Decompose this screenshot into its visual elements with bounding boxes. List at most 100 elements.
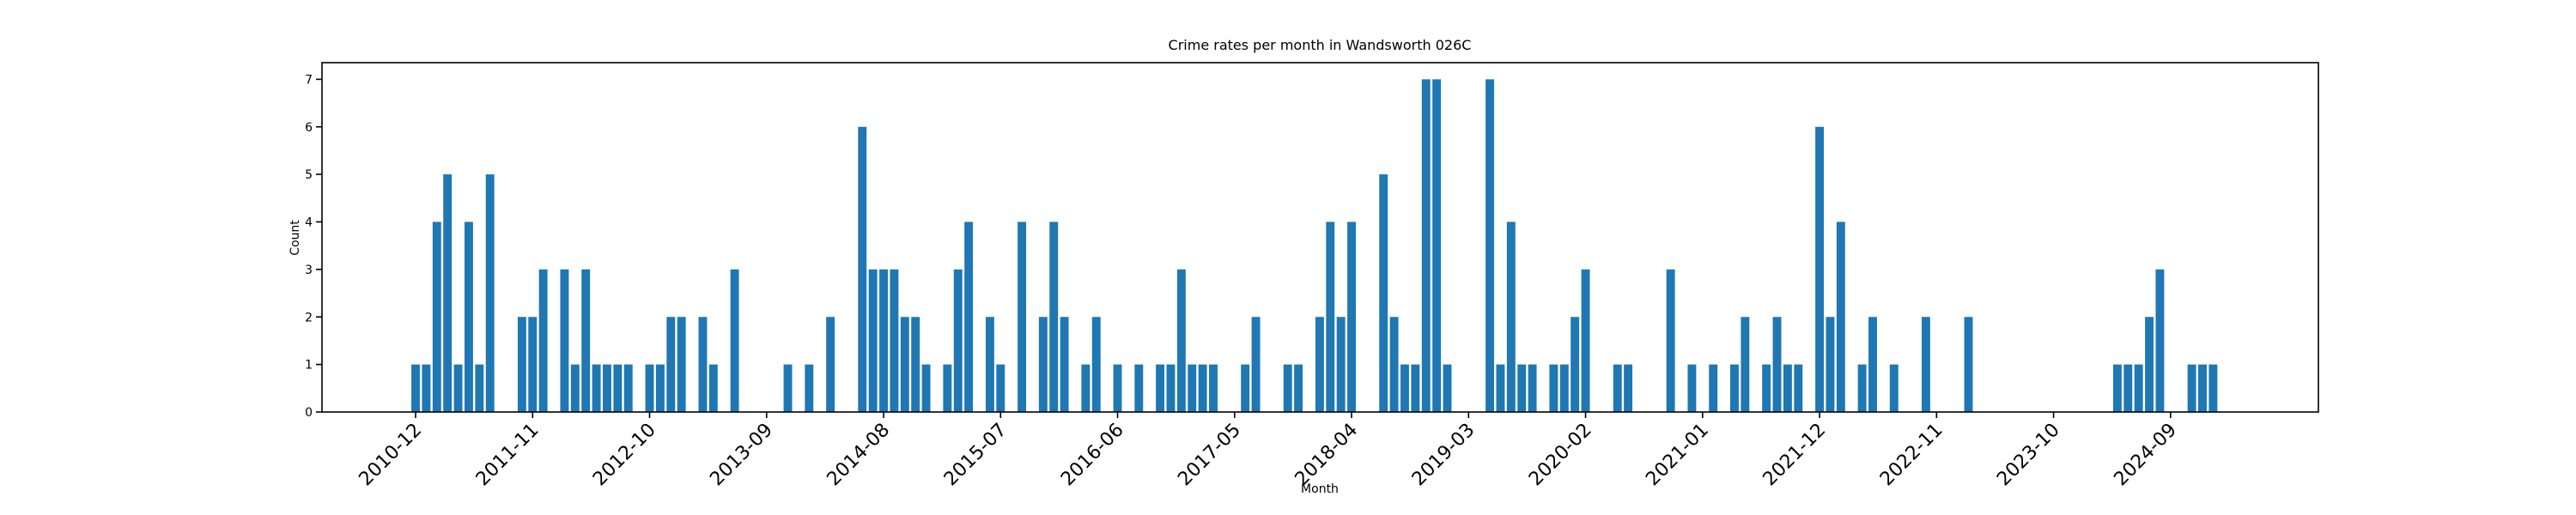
bar (1166, 364, 1176, 412)
bar (1506, 221, 1516, 412)
bar (1018, 221, 1027, 412)
bar (1857, 364, 1867, 412)
bar (1432, 79, 1442, 412)
x-tick-label: 2018-04 (1291, 420, 1363, 491)
bar (1826, 317, 1835, 412)
bar (943, 364, 952, 412)
x-tick-label: 2011-11 (472, 420, 544, 491)
bar (1496, 364, 1505, 412)
bar (900, 317, 909, 412)
x-tick-label: 2012-10 (589, 420, 660, 491)
bar (1741, 317, 1750, 412)
bar (1613, 364, 1622, 412)
bar (1964, 317, 1973, 412)
bar (581, 269, 591, 412)
bar (1762, 364, 1771, 412)
x-tick-label: 2022-11 (1876, 420, 1947, 491)
plot-frame (321, 62, 2319, 413)
bar (1730, 364, 1739, 412)
bar (1251, 317, 1261, 412)
y-tick-label: 6 (305, 121, 313, 135)
bar (1389, 317, 1399, 412)
bar (1794, 364, 1803, 412)
bar (538, 269, 548, 412)
y-tick-label: 5 (305, 168, 313, 182)
bar (1156, 364, 1165, 412)
bar (2112, 364, 2122, 412)
bar (1571, 317, 1580, 412)
bar (1443, 364, 1452, 412)
bar (708, 364, 718, 412)
bar (1400, 364, 1409, 412)
bar (805, 364, 814, 412)
bar (1624, 364, 1633, 412)
x-tick-label: 2017-05 (1174, 420, 1245, 491)
bar (1134, 364, 1144, 412)
bar (1528, 364, 1537, 412)
bar (623, 364, 633, 412)
bar (443, 174, 453, 412)
bar (826, 317, 835, 412)
bar (1060, 317, 1069, 412)
bar (1336, 317, 1346, 412)
x-tick-label: 2020-02 (1525, 420, 1596, 491)
bar (655, 364, 665, 412)
bar (603, 364, 611, 412)
bar (698, 317, 708, 412)
bar (464, 221, 473, 412)
bar (528, 317, 538, 412)
y-tick-label: 4 (305, 216, 313, 230)
bar (1326, 221, 1335, 412)
bar (1315, 317, 1324, 412)
bar (1815, 126, 1825, 412)
y-tick-label: 0 (305, 406, 313, 420)
bar (645, 364, 654, 412)
chart-title: Crime rates per month in Wandsworth 026C (1169, 37, 1472, 53)
x-tick-label: 2023-10 (1993, 420, 2064, 491)
bar (592, 364, 601, 412)
bar (485, 174, 495, 412)
bar (1198, 364, 1207, 412)
bar (1581, 269, 1590, 412)
bar (1188, 364, 1197, 412)
bar (1209, 364, 1218, 412)
y-axis-label: Count (289, 220, 302, 256)
bar (1666, 269, 1675, 412)
bar (1485, 79, 1495, 412)
bar (411, 364, 420, 412)
bar (964, 221, 974, 412)
bar (1283, 364, 1292, 412)
bar (2187, 364, 2196, 412)
bar (921, 364, 931, 412)
x-tick-label: 2013-09 (706, 420, 777, 491)
bar (422, 364, 431, 412)
y-tick-label: 7 (305, 73, 313, 87)
bar (1921, 317, 1930, 412)
bar (1379, 174, 1388, 412)
bar (2155, 269, 2165, 412)
bar (475, 364, 484, 412)
bar (677, 317, 686, 412)
y-tick-label: 3 (305, 264, 313, 277)
bar (1411, 364, 1420, 412)
bar (570, 364, 580, 412)
bar (1038, 317, 1048, 412)
x-axis-label: Month (1301, 482, 1339, 496)
bar (858, 126, 867, 412)
bar (1347, 221, 1356, 412)
bar (996, 364, 1005, 412)
x-tick-label: 2016-06 (1057, 420, 1128, 491)
bar (730, 269, 739, 412)
bar (2208, 364, 2218, 412)
bar (868, 269, 878, 412)
bar (1517, 364, 1527, 412)
bar (1421, 79, 1431, 412)
bar (2198, 364, 2207, 412)
bar (560, 269, 569, 412)
bar (1081, 364, 1091, 412)
bar (1091, 317, 1101, 412)
bar (1113, 364, 1122, 412)
bar (2134, 364, 2143, 412)
bar (2145, 317, 2154, 412)
